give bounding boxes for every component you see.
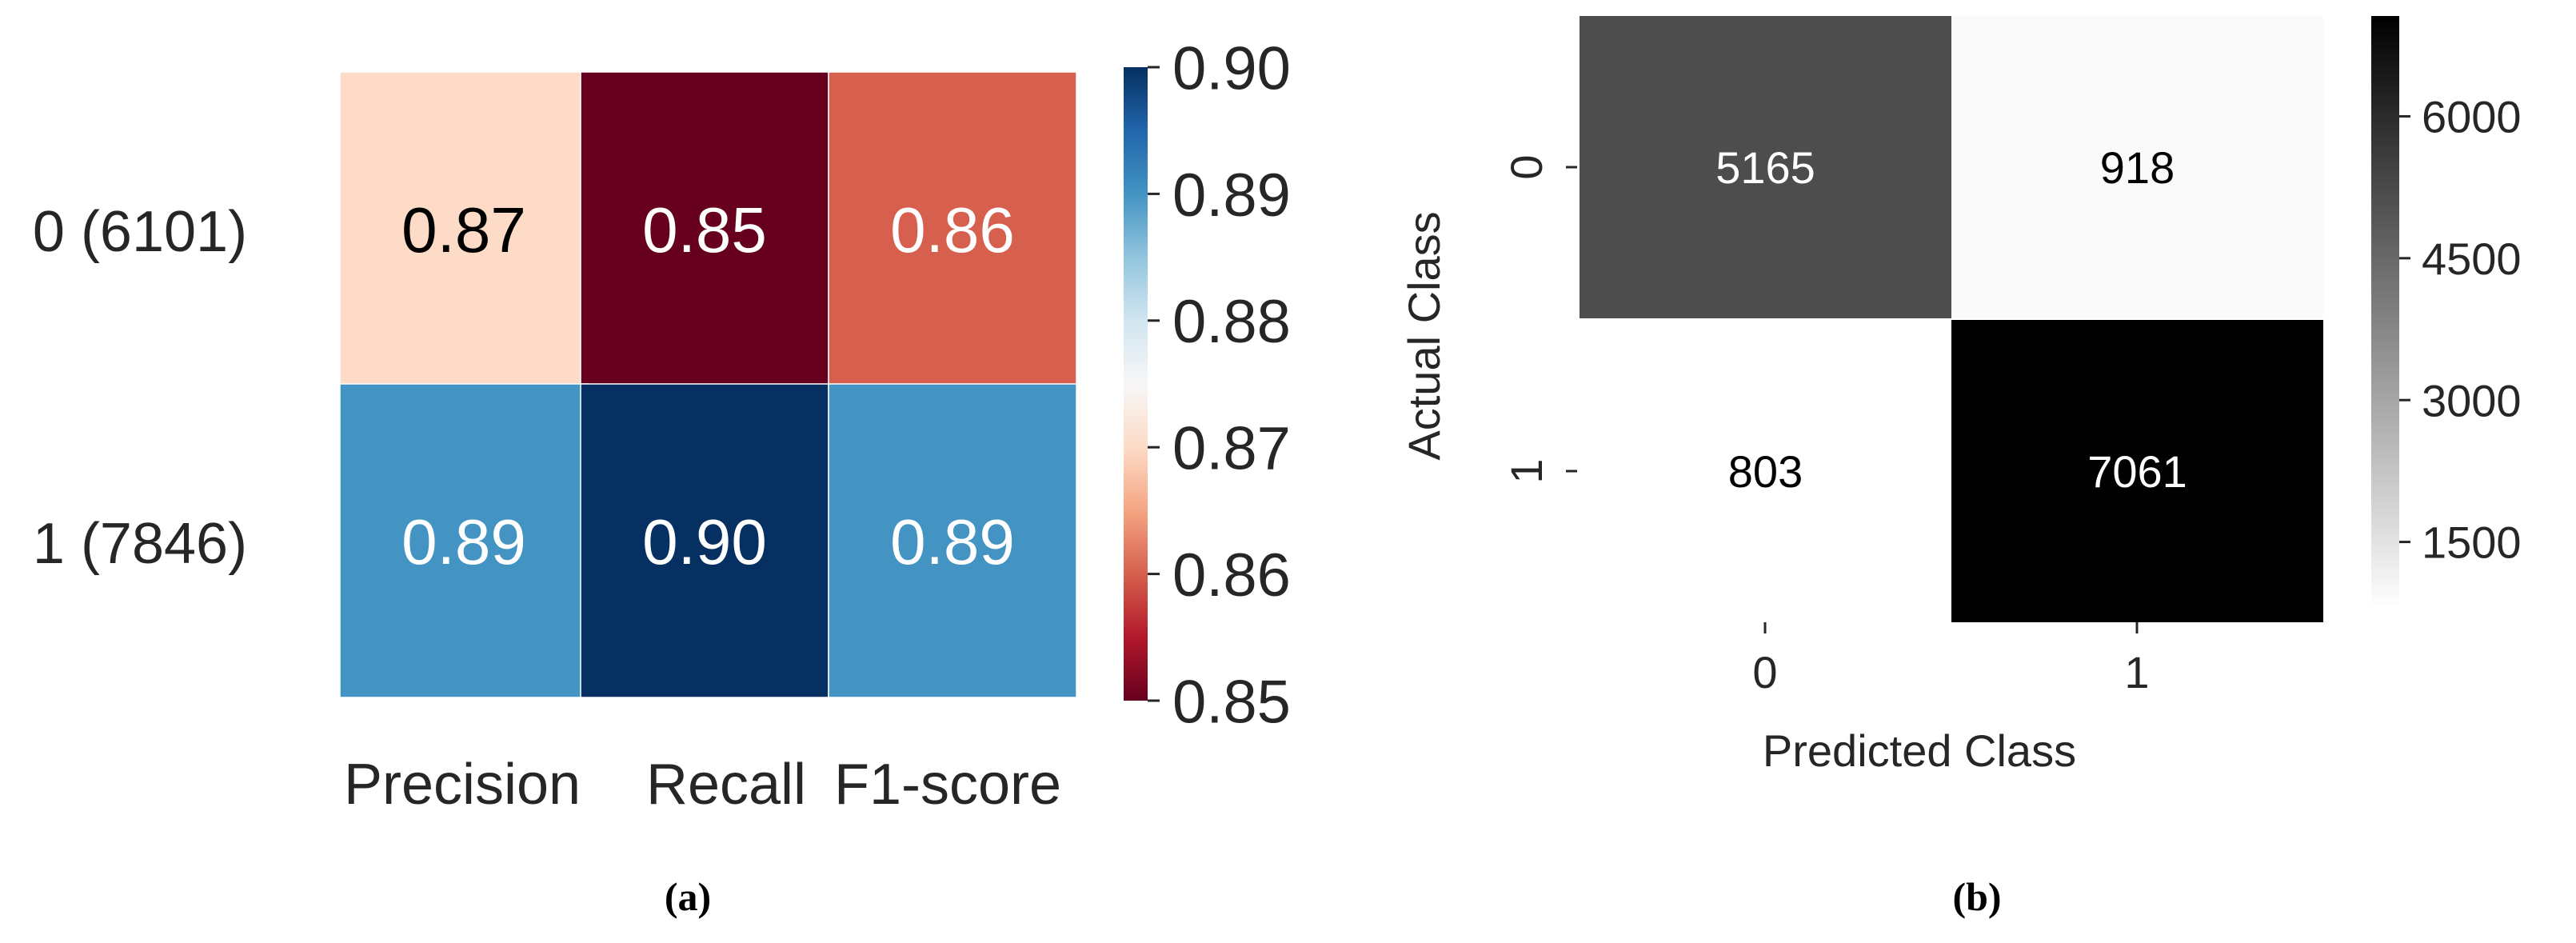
b-cell-r0-c0 (1580, 16, 1951, 318)
a-colorbar-gradient (1124, 67, 1148, 701)
b-colorbar-tick-label: 1500 (2422, 517, 2522, 568)
b-column-label: 1 (2124, 647, 2149, 697)
b-cell-value-r0-c0: 5165 (1715, 142, 1815, 193)
panel-a: 0.87 0.85 0.86 0.89 0.90 0.89 0 (6101) 1 (7846… (33, 34, 1291, 919)
b-cell-value-r1-c0: 803 (1728, 446, 1803, 497)
a-cell-value-r0-c2: 0.86 (890, 194, 1015, 266)
panel-a-heatmap-cells (339, 71, 1077, 698)
b-row-label: 0 (1501, 154, 1552, 179)
a-cell-value-r0-c1: 0.85 (642, 194, 767, 266)
a-colorbar-tick-label: 0.86 (1172, 541, 1291, 609)
a-cell-value-r1-c1: 0.90 (642, 506, 767, 577)
panel-a-colorbar: 0.90 0.89 0.88 0.87 0.86 0.85 (1124, 34, 1291, 736)
a-column-label: Precision (344, 753, 581, 817)
b-cell-r1-c1 (1951, 320, 2323, 622)
a-cell-value-r1-c0: 0.89 (401, 506, 526, 577)
panel-b-xlabel: Predicted Class (1763, 725, 2076, 776)
b-colorbar-tick-label: 4500 (2422, 234, 2522, 284)
b-cell-value-r0-c1: 918 (2100, 142, 2175, 193)
b-row-label: 1 (1501, 458, 1552, 483)
a-row-label: 0 (6101) (33, 200, 247, 264)
a-cell-r0-c2 (828, 71, 1077, 386)
panel-a-row-labels: 0 (6101) 1 (7846) (33, 200, 247, 576)
b-colorbar-tick-label: 6000 (2422, 92, 2522, 142)
a-cell-r1-c0 (339, 383, 589, 698)
a-colorbar-tick-label: 0.85 (1172, 668, 1291, 736)
panel-b-cell-value-labels: 5165 918 803 7061 (1715, 142, 2187, 497)
b-cell-value-r1-c1: 7061 (2087, 446, 2187, 497)
panel-b-ylabel: Actual Class (1399, 211, 1449, 460)
a-cell-r0-c1 (580, 71, 829, 386)
a-colorbar-tick-label: 0.89 (1172, 162, 1291, 230)
panel-a-column-labels: Precision Recall F1-score (344, 753, 1061, 817)
a-cell-r1-c1 (580, 383, 829, 698)
a-cell-value-r0-c0: 0.87 (401, 194, 526, 266)
b-cell-r1-c0 (1580, 320, 1951, 622)
b-colorbar-gradient (2371, 16, 2399, 608)
caption-a: (a) (665, 874, 711, 919)
a-column-label: F1-score (834, 753, 1061, 817)
a-colorbar-tick-label: 0.90 (1172, 34, 1291, 102)
b-colorbar-tick-label: 3000 (2422, 375, 2522, 426)
a-colorbar-tick-label: 0.87 (1172, 415, 1291, 483)
a-cell-value-r1-c2: 0.89 (890, 506, 1015, 577)
a-colorbar-tick-label: 0.88 (1172, 288, 1291, 356)
caption-b: (b) (1952, 874, 2001, 919)
a-cell-r0-c0 (339, 71, 589, 386)
panel-a-cell-value-labels: 0.87 0.85 0.86 0.89 0.90 0.89 (401, 194, 1015, 577)
panel-b-heatmap-cells (1580, 16, 2323, 622)
panel-b-row-labels: 01 (1501, 154, 1577, 484)
b-column-label: 0 (1752, 647, 1777, 697)
b-cell-r0-c1 (1951, 16, 2323, 318)
panel-b-colorbar: 6000 4500 3000 1500 (2371, 16, 2522, 608)
a-cell-r1-c2 (828, 383, 1077, 698)
a-row-label: 1 (7846) (33, 512, 247, 576)
a-column-label: Recall (646, 753, 806, 817)
